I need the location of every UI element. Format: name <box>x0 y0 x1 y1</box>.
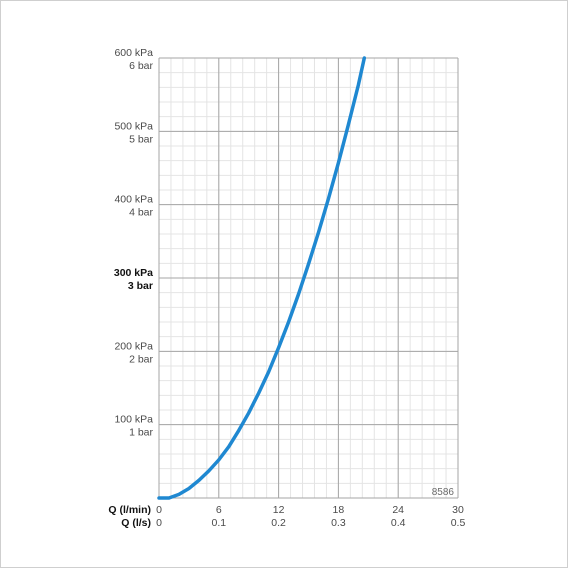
y-tick-label-kpa: 300 kPa <box>114 267 153 279</box>
x-axis-label-ls: Q (l/s) <box>121 517 151 529</box>
y-tick-label-bar: 4 bar <box>129 207 153 219</box>
x-tick-label-lmin: 18 <box>333 504 345 516</box>
y-tick-label-bar: 5 bar <box>129 133 153 145</box>
y-tick-label-bar: 6 bar <box>129 60 153 72</box>
x-tick-label-lmin: 6 <box>216 504 222 516</box>
y-tick-label-kpa: 100 kPa <box>114 414 153 426</box>
x-tick-label-lmin: 0 <box>156 504 162 516</box>
x-axis-label-lmin: Q (l/min) <box>108 504 151 516</box>
x-tick-label-lmin: 12 <box>273 504 285 516</box>
x-tick-label-ls: 0.3 <box>331 517 346 529</box>
x-tick-label-lmin: 24 <box>392 504 404 516</box>
x-tick-label-ls: 0.2 <box>271 517 286 529</box>
x-tick-label-ls: 0.5 <box>451 517 466 529</box>
x-tick-label-ls: 0.1 <box>211 517 226 529</box>
x-tick-label-ls: 0.4 <box>391 517 406 529</box>
y-tick-label-kpa: 400 kPa <box>114 194 153 206</box>
series-line <box>157 56 367 500</box>
reference-code: 8586 <box>432 487 455 498</box>
y-tick-label-bar: 2 bar <box>129 353 153 365</box>
y-tick-label-bar: 3 bar <box>128 280 153 292</box>
y-tick-label-kpa: 500 kPa <box>114 120 153 132</box>
x-tick-label-lmin: 30 <box>452 504 464 516</box>
x-tick-label-ls: 0 <box>156 517 162 529</box>
y-tick-label-kpa: 600 kPa <box>114 47 153 59</box>
y-tick-label-bar: 1 bar <box>129 427 153 439</box>
series-layer <box>157 56 367 500</box>
major-grid <box>158 57 459 499</box>
y-tick-label-kpa: 200 kPa <box>114 340 153 352</box>
x-axis-tick-labels: 0 6 12 18 24 30 0 0.1 0.2 0.3 0.4 0.5 <box>156 504 465 529</box>
